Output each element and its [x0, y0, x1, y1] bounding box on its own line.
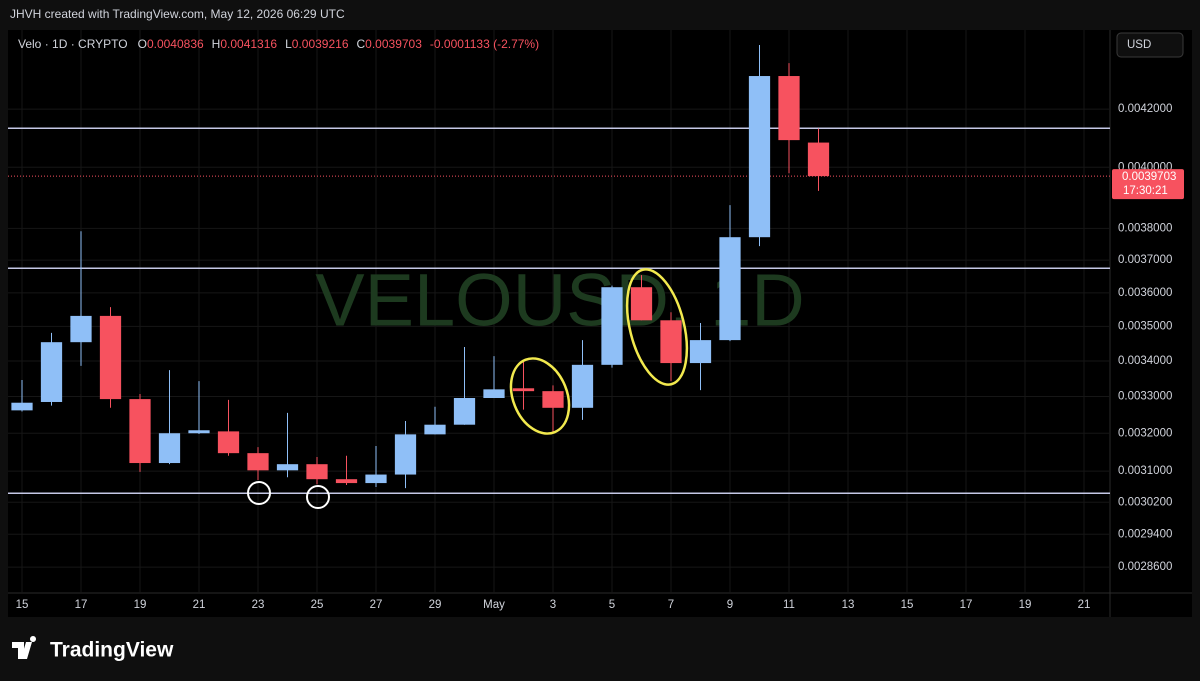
candle-body [217, 431, 240, 454]
x-tick-label: May [483, 599, 505, 611]
currency-label: USD [1127, 39, 1151, 51]
ohlc-label: O [138, 37, 147, 51]
y-tick-label: 0.0037000 [1118, 254, 1172, 266]
candle-body [40, 342, 63, 402]
x-tick-label: 21 [193, 599, 206, 611]
x-tick-label: 5 [609, 599, 615, 611]
candle-body [394, 434, 417, 475]
x-tick-label: 7 [668, 599, 674, 611]
price-badge-countdown: 17:30:21 [1123, 185, 1168, 197]
x-tick-label: 9 [727, 599, 733, 611]
highlight-ellipse [625, 268, 689, 386]
x-tick-label: 21 [1078, 599, 1091, 611]
y-tick-label: 0.0042000 [1118, 103, 1172, 115]
price-badge-value: 0.0039703 [1122, 171, 1176, 183]
candle-body [129, 399, 151, 464]
candle-body [542, 391, 564, 408]
candle-body [660, 320, 682, 364]
logo: TradingView [12, 636, 174, 662]
candle-body [11, 402, 33, 411]
ohlc-label: C [357, 37, 366, 51]
x-tick-label: 27 [370, 599, 383, 611]
ohlc-value: 0.0039703 [365, 37, 422, 51]
x-tick-label: 25 [311, 599, 324, 611]
x-tick-label: 17 [960, 599, 973, 611]
y-tick-label: 0.0034000 [1118, 355, 1172, 367]
ohlc-value: 0.0040836 [147, 37, 204, 51]
y-tick-label: 0.0035000 [1118, 320, 1172, 332]
ohlc-label: H [212, 37, 221, 51]
x-tick-label: 19 [134, 599, 147, 611]
highlight-circle [306, 485, 330, 509]
annotations [247, 268, 689, 509]
candle-body [778, 76, 800, 141]
candle-body [719, 237, 741, 341]
candles [11, 44, 830, 489]
x-tick-label: 15 [901, 599, 914, 611]
x-tick-label: 3 [550, 599, 556, 611]
drawings [8, 127, 1110, 494]
candle-body [630, 287, 653, 321]
candle-body [335, 479, 358, 484]
price-badge [1112, 169, 1184, 200]
y-tick-label: 0.0038000 [1118, 222, 1172, 234]
x-tick-label: 17 [75, 599, 88, 611]
currency-button[interactable] [1116, 32, 1184, 58]
candle-body [306, 464, 328, 480]
logo-text: TradingView [50, 639, 174, 662]
price-axis [1110, 30, 1192, 617]
candle-body [601, 287, 623, 365]
candle-body [571, 364, 594, 408]
candle-body [807, 142, 830, 177]
y-tick-label: 0.0033000 [1118, 391, 1172, 403]
y-tick-label: 0.0029400 [1118, 528, 1172, 540]
x-tick-label: 23 [252, 599, 265, 611]
ohlc-value: 0.0041316 [220, 37, 277, 51]
y-tick-label: 0.0028600 [1118, 561, 1172, 573]
candle-body [365, 474, 387, 484]
axes: 0.00420000.00400000.00380000.00370000.00… [16, 103, 1184, 611]
candle-body [453, 398, 476, 425]
candle-body [158, 433, 181, 464]
highlight-circle [247, 481, 271, 505]
x-tick-label: 11 [783, 599, 795, 611]
x-tick-label: 15 [16, 599, 29, 611]
y-tick-label: 0.0032000 [1118, 427, 1172, 439]
candle-body [512, 388, 535, 392]
candle-body [70, 315, 92, 343]
candle-body [748, 76, 771, 238]
y-tick-label: 0.0030200 [1118, 496, 1172, 508]
y-tick-label: 0.0031000 [1118, 465, 1172, 477]
symbol: Velo · 1D · CRYPTO [18, 37, 128, 51]
header-text: JHVH created with TradingView.com, May 1… [10, 7, 345, 21]
candle-body [276, 464, 299, 471]
ohlc-label: L [285, 37, 292, 51]
grid [8, 30, 1110, 593]
candle-body [424, 424, 446, 435]
x-tick-label: 13 [842, 599, 855, 611]
ohlc-value: 0.0039216 [292, 37, 349, 51]
change: -0.0001133 (-2.77%) [430, 37, 539, 51]
candle-body [99, 315, 122, 400]
x-tick-label: 19 [1019, 599, 1032, 611]
highlight-ellipse [509, 357, 571, 435]
candle-body [483, 389, 505, 399]
candle-body [247, 453, 269, 471]
candle-body [689, 340, 712, 364]
logo-icon [12, 636, 37, 659]
y-tick-label: 0.0036000 [1118, 287, 1172, 299]
x-tick-label: 29 [429, 599, 442, 611]
candle-body [188, 430, 210, 434]
legend: Velo · 1D · CRYPTO O0.0040836 H0.0041316 L0… [18, 37, 539, 51]
